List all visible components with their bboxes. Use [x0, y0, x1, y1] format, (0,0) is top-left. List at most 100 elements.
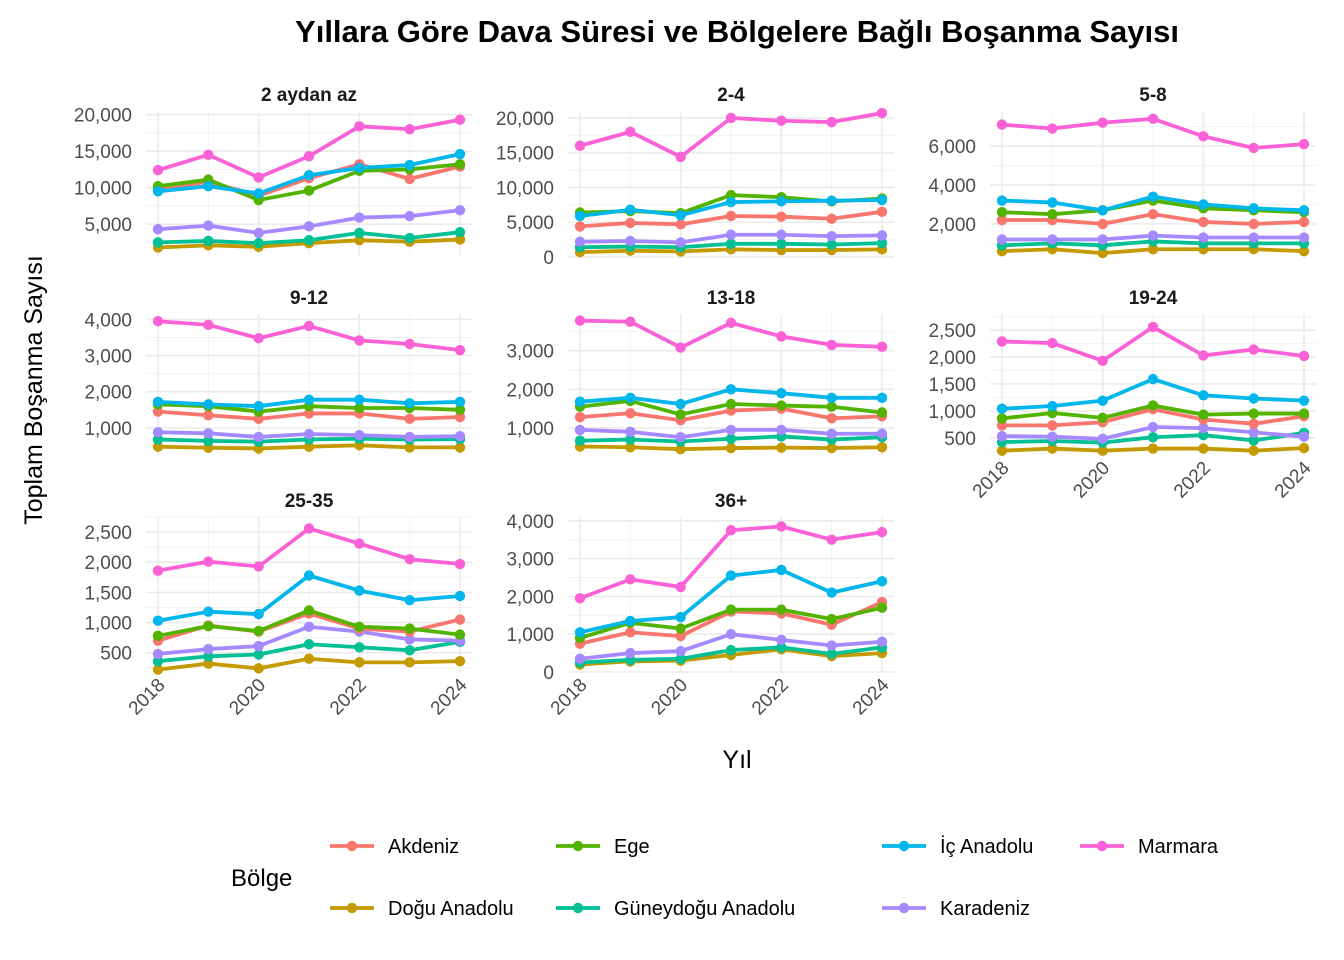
data-point: [876, 636, 888, 647]
data-point: [675, 409, 686, 420]
data-point: [1097, 247, 1108, 259]
data-point: [354, 429, 365, 441]
data-point: [152, 565, 164, 576]
data-point: [1298, 232, 1310, 243]
y-tick-label: 3,000: [506, 342, 554, 363]
data-point: [203, 410, 214, 421]
data-point: [725, 238, 737, 249]
data-point: [152, 441, 164, 452]
data-point: [675, 151, 686, 163]
data-point: [354, 621, 365, 632]
data-point: [152, 655, 164, 667]
data-point: [404, 645, 415, 656]
x-tick-label: 2022: [1170, 458, 1215, 503]
y-tick-label: 2,000: [84, 383, 132, 404]
legend-label: Karadeniz: [940, 898, 1030, 920]
data-point: [152, 630, 164, 642]
data-point: [404, 413, 415, 425]
x-tick-label: 2018: [969, 458, 1014, 503]
legend-item-ic-anadolu: İç Anadolu: [882, 835, 1033, 858]
data-point: [253, 188, 264, 199]
data-point: [625, 204, 636, 215]
data-point: [152, 396, 164, 408]
data-point: [1097, 117, 1108, 128]
data-point: [404, 657, 415, 668]
data-point: [625, 217, 636, 229]
data-point: [203, 620, 214, 632]
series-marmara: [152, 114, 466, 183]
y-tick-label: 15,000: [74, 142, 132, 163]
legend-key-point: [898, 840, 910, 852]
data-point: [876, 392, 888, 404]
y-tick-label: 5,000: [84, 215, 132, 236]
data-point: [454, 655, 466, 667]
data-point: [675, 432, 686, 443]
data-point: [1047, 123, 1058, 134]
data-point: [354, 657, 365, 668]
data-point: [675, 646, 686, 657]
x-tick-label: 2022: [326, 675, 371, 720]
data-point: [574, 627, 586, 638]
series-ic-anadolu: [152, 148, 466, 199]
data-point: [826, 640, 837, 651]
data-point: [1298, 431, 1310, 442]
data-point: [303, 639, 315, 650]
data-point: [1298, 442, 1310, 454]
series-ic-anadolu: [574, 564, 888, 638]
data-point: [1248, 408, 1259, 419]
legend-label: Güneydoğu Anadolu: [614, 898, 795, 920]
data-point: [725, 229, 737, 240]
data-point: [574, 411, 586, 423]
data-point: [152, 406, 164, 417]
data-point: [776, 400, 787, 411]
data-point: [826, 239, 837, 250]
data-point: [625, 627, 636, 638]
data-point: [776, 211, 787, 222]
data-point: [1147, 400, 1159, 411]
legend-label: Marmara: [1138, 836, 1219, 858]
data-point: [152, 237, 164, 248]
data-point: [203, 658, 214, 669]
y-tick-label: 1,000: [928, 402, 976, 423]
y-tick-label: 10,000: [74, 179, 132, 200]
data-point: [454, 159, 466, 170]
data-point: [725, 628, 737, 640]
data-point: [152, 648, 164, 660]
data-point: [454, 148, 466, 160]
data-point: [574, 140, 586, 151]
data-point: [1248, 142, 1259, 154]
data-point: [1298, 138, 1310, 150]
chart-title: Yıllara Göre Dava Süresi ve Bölgelere Ba…: [295, 14, 1179, 49]
data-point: [625, 615, 636, 627]
data-point: [996, 413, 1008, 424]
y-tick-label: 500: [944, 429, 976, 450]
y-tick-label: 500: [100, 644, 132, 665]
data-point: [725, 384, 737, 395]
series-karadeniz: [574, 424, 888, 443]
data-point: [826, 230, 837, 242]
y-tick-label: 5,000: [506, 213, 554, 234]
data-point: [776, 424, 787, 436]
series-marmara: [996, 321, 1310, 367]
data-point: [675, 653, 686, 664]
y-tick-label: 10,000: [496, 178, 554, 199]
data-point: [625, 392, 636, 404]
data-point: [1248, 203, 1259, 214]
data-point: [1147, 208, 1159, 220]
series-guneydogu-anadolu: [152, 636, 466, 667]
data-point: [876, 526, 888, 538]
data-point: [1198, 131, 1209, 142]
data-point: [725, 644, 737, 656]
data-point: [1248, 427, 1259, 438]
data-point: [725, 112, 737, 124]
data-point: [203, 643, 214, 655]
data-point: [876, 230, 888, 241]
y-tick-label: 0: [543, 248, 554, 269]
x-tick-label: 2020: [225, 675, 270, 720]
data-point: [1298, 408, 1310, 419]
series-ic-anadolu: [574, 194, 888, 222]
series-dogu-anadolu: [152, 653, 466, 675]
y-tick-label: 1,000: [506, 625, 554, 646]
data-point: [826, 587, 837, 598]
data-point: [876, 602, 888, 613]
